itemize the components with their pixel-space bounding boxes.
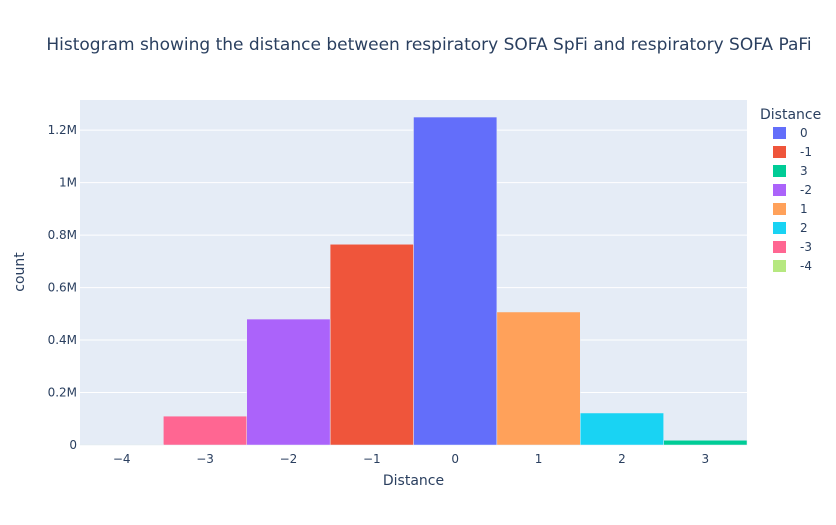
x-tick-label: 0 (451, 452, 459, 466)
legend-label: -1 (800, 145, 812, 159)
legend-swatch (773, 146, 786, 158)
x-tick-label: 2 (618, 452, 626, 466)
x-tick-label: 1 (535, 452, 543, 466)
legend-label: 2 (800, 221, 808, 235)
y-tick-labels: 0 0.2M 0.4M 0.6M 0.8M 1M 1.2M (48, 123, 77, 452)
legend-swatch (773, 222, 786, 234)
bar-distance-minus-3[interactable] (163, 415, 247, 446)
legend-item[interactable]: 0 (773, 126, 808, 140)
legend-item[interactable]: 3 (773, 164, 808, 178)
legend-swatch (773, 127, 786, 139)
chart-title: Histogram showing the distance between r… (46, 35, 811, 55)
y-tick-label: 0.6M (48, 281, 77, 295)
y-axis-title: count (12, 252, 28, 292)
x-axis-title: Distance (383, 473, 444, 489)
y-tick-label: 1M (59, 176, 77, 190)
bar-distance-0[interactable] (413, 116, 498, 446)
bar-distance-2[interactable] (580, 412, 664, 446)
bar-distance-minus-1[interactable] (329, 244, 414, 446)
bar-distance-1[interactable] (496, 311, 581, 446)
legend-label: 1 (800, 202, 808, 216)
legend-label: -2 (800, 183, 812, 197)
x-tick-label: 3 (701, 452, 709, 466)
y-tick-label: 1.2M (48, 123, 77, 137)
legend-swatch (773, 165, 786, 177)
y-tick-label: 0 (69, 438, 77, 452)
legend-swatch (773, 260, 786, 272)
legend-item[interactable]: -1 (773, 145, 812, 159)
legend-title: Distance (760, 107, 821, 123)
x-tick-label: −2 (280, 452, 298, 466)
legend-item[interactable]: 1 (773, 202, 808, 216)
legend-label: 0 (800, 126, 808, 140)
legend-swatch (773, 203, 786, 215)
legend-item[interactable]: -4 (773, 259, 812, 273)
bars (79, 116, 748, 446)
x-tick-labels: −4 −3 −2 −1 0 1 2 3 (113, 452, 709, 466)
legend-label: -4 (800, 259, 812, 273)
y-tick-label: 0.4M (48, 333, 77, 347)
x-tick-label: −1 (363, 452, 381, 466)
legend: Distance 0 -1 3 -2 1 2 -3 -4 (760, 107, 821, 273)
x-tick-label: −4 (113, 452, 131, 466)
bar-distance-minus-2[interactable] (246, 318, 331, 446)
legend-item[interactable]: 2 (773, 221, 808, 235)
legend-swatch (773, 241, 786, 253)
y-tick-label: 0.2M (48, 386, 77, 400)
legend-label: 3 (800, 164, 808, 178)
legend-swatch (773, 184, 786, 196)
bar-distance-3[interactable] (663, 440, 748, 446)
legend-label: -3 (800, 240, 812, 254)
x-tick-label: −3 (196, 452, 214, 466)
legend-item[interactable]: -2 (773, 183, 812, 197)
y-tick-label: 0.8M (48, 228, 77, 242)
bar-distance-minus-4[interactable] (79, 444, 164, 446)
legend-item[interactable]: -3 (773, 240, 812, 254)
